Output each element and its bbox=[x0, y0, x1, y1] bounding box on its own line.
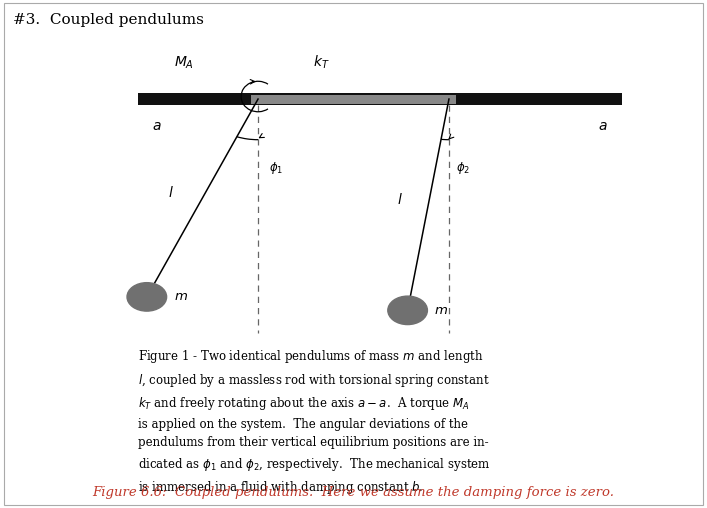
Text: $\phi_2$: $\phi_2$ bbox=[456, 160, 470, 176]
Circle shape bbox=[127, 282, 167, 311]
Text: $\phi_1$: $\phi_1$ bbox=[269, 160, 283, 176]
Text: #3.  Coupled pendulums: #3. Coupled pendulums bbox=[13, 13, 204, 27]
Text: $a$: $a$ bbox=[598, 119, 608, 134]
Text: $a$: $a$ bbox=[152, 119, 162, 134]
Text: Figure 6.6:  Coupled pendulums.  Here we assume the damping force is zero.: Figure 6.6: Coupled pendulums. Here we a… bbox=[93, 486, 614, 499]
Circle shape bbox=[388, 296, 428, 325]
Text: Figure 1 - Two identical pendulums of mass $m$ and length
$l$, coupled by a mass: Figure 1 - Two identical pendulums of ma… bbox=[138, 348, 491, 496]
Text: $m$: $m$ bbox=[174, 291, 187, 303]
Text: $k_T$: $k_T$ bbox=[313, 54, 330, 71]
Bar bbox=[251, 95, 456, 104]
Bar bbox=[138, 93, 622, 105]
Text: $l$: $l$ bbox=[397, 192, 403, 207]
Text: $l$: $l$ bbox=[168, 185, 173, 200]
Text: $m$: $m$ bbox=[435, 304, 448, 317]
Text: $M_A$: $M_A$ bbox=[174, 55, 194, 71]
